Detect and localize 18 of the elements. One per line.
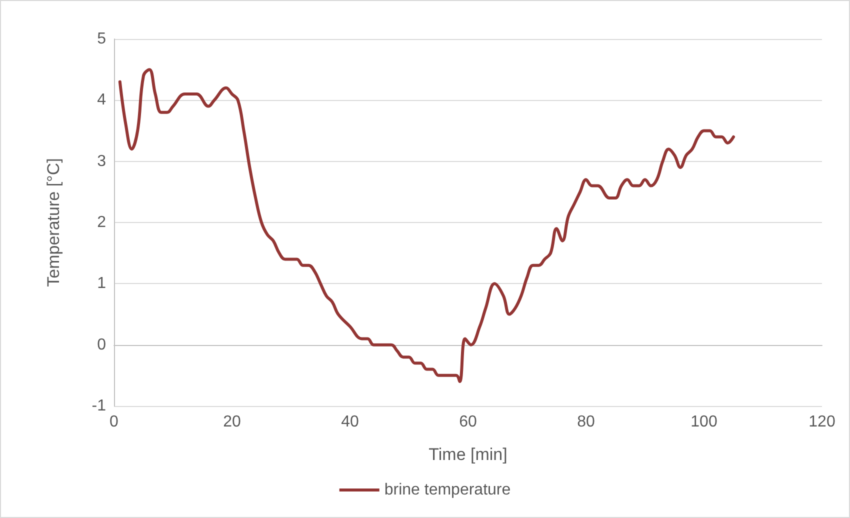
x-axis-title: Time [min] xyxy=(428,445,508,464)
y-tick-label: 2 xyxy=(97,214,106,231)
x-tick-label: 80 xyxy=(577,414,595,430)
x-tick-label: 40 xyxy=(341,414,359,430)
line-series xyxy=(118,68,735,384)
y-tick-label: -1 xyxy=(92,398,106,414)
legend-label: brine temperature xyxy=(384,482,511,498)
x-tick-label: 0 xyxy=(110,414,119,430)
y-tick-label: 3 xyxy=(97,152,106,170)
x-tick-label: 20 xyxy=(223,414,241,430)
x-tick-label: 100 xyxy=(690,414,718,430)
y-axis-title: Temperature [°C] xyxy=(44,158,63,287)
y-tick-label: 4 xyxy=(97,92,106,109)
y-tick-label: 1 xyxy=(97,275,106,292)
x-tick-label: 60 xyxy=(459,414,477,430)
y-tick-label: 0 xyxy=(97,336,106,354)
x-tick-label: 120 xyxy=(808,414,836,430)
y-tick-label: 5 xyxy=(97,30,106,48)
